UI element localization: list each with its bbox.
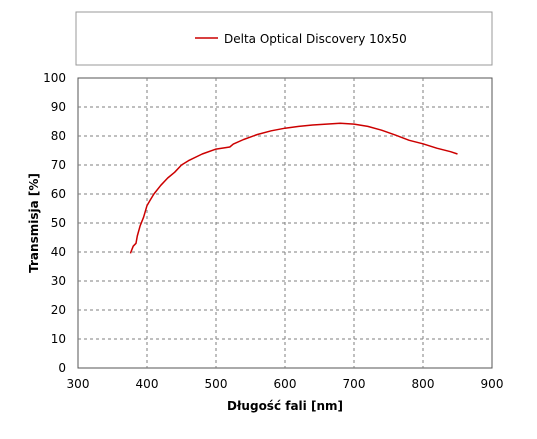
y-tick-label: 20	[51, 303, 66, 317]
y-tick-label: 100	[43, 71, 66, 85]
y-tick-label: 90	[51, 100, 66, 114]
x-tick-label: 400	[136, 377, 159, 391]
y-tick-label: 40	[51, 245, 66, 259]
y-axis-title: Transmisja [%]	[27, 173, 41, 273]
grid-lines	[78, 78, 492, 368]
x-tick-label: 700	[343, 377, 366, 391]
y-tick-label: 50	[51, 216, 66, 230]
x-tick-label: 900	[481, 377, 504, 391]
y-tick-label: 60	[51, 187, 66, 201]
tick-labels: 0 10 20 30 40 50 60 70 80 90 100 300 400 500 600 700 800…	[43, 71, 503, 391]
y-tick-label: 10	[51, 332, 66, 346]
legend-label: Delta Optical Discovery 10x50	[224, 32, 407, 46]
y-tick-label: 30	[51, 274, 66, 288]
x-tick-label: 300	[67, 377, 90, 391]
y-tick-label: 80	[51, 129, 66, 143]
x-tick-label: 800	[412, 377, 435, 391]
x-tick-label: 600	[274, 377, 297, 391]
y-tick-label: 0	[58, 361, 66, 375]
legend-box	[75, 11, 493, 66]
x-tick-label: 500	[205, 377, 228, 391]
x-axis-title: Długość fali [nm]	[227, 399, 343, 413]
series-line	[129, 122, 458, 254]
data-series	[129, 122, 458, 254]
y-tick-label: 70	[51, 158, 66, 172]
